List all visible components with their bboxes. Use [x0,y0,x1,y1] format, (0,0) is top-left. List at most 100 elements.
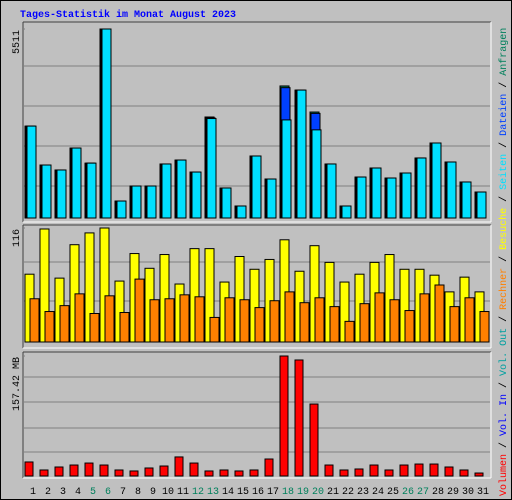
bar [114,469,124,477]
legend: Volumen / Vol. In / Vol. Out / Rechner /… [498,28,510,496]
bar [164,298,175,343]
bar [149,299,160,343]
bar [419,293,430,343]
bar [459,469,469,477]
bar [84,462,94,477]
x-tick-label: 25 [387,487,399,498]
x-tick-label: 11 [177,487,189,498]
x-tick-label: 31 [477,487,489,498]
x-tick-label: 26 [402,487,414,498]
x-tick-label: 19 [297,487,309,498]
bar [29,298,40,343]
x-tick-label: 17 [267,487,279,498]
x-tick-label: 28 [432,487,444,498]
legend-separator: / [498,136,510,154]
bar [104,295,115,343]
bar [234,470,244,477]
bar [71,147,82,219]
legend-entry: Vol. In [498,394,510,436]
bar [386,177,397,219]
bar [474,472,484,477]
bar [404,310,415,343]
x-tick-label: 1 [30,487,36,498]
bar [219,469,229,477]
bar [314,297,325,343]
bar [39,469,49,477]
bar [389,299,400,343]
bar [99,464,109,477]
y-tick-label: 116 [12,229,23,247]
bar [176,159,187,219]
legend-separator: / [498,310,510,328]
bar [384,469,394,477]
legend-separator: / [498,76,510,94]
bar [279,355,289,477]
bar [101,28,112,219]
bar [371,167,382,219]
x-tick-label: 8 [135,487,141,498]
bar [129,470,139,477]
bar [294,359,304,477]
x-tick-label: 30 [462,487,474,498]
bar [284,291,295,343]
legend-separator: / [498,190,510,208]
bar [41,164,52,219]
bar [329,306,340,343]
bar [399,464,409,477]
bar [356,176,367,219]
x-tick-label: 14 [222,487,234,498]
legend-separator: / [498,250,510,268]
bar [339,469,349,477]
x-tick-label: 4 [75,487,81,498]
x-tick-label: 27 [417,487,429,498]
bar [299,302,310,343]
bar [174,456,184,477]
x-tick-label: 7 [120,487,126,498]
bar [224,297,235,343]
y-tick-label: 157.42 MB [12,357,23,411]
bar [221,187,232,219]
x-tick-label: 16 [252,487,264,498]
bar [161,163,172,219]
legend-entry: Volumen [498,454,510,496]
x-tick-label: 29 [447,487,459,498]
bar [344,320,355,343]
bar [341,205,352,219]
x-tick-label: 12 [192,487,204,498]
bar [414,463,424,477]
bar [144,467,154,477]
bar [251,155,262,219]
bar [416,157,427,219]
bar [204,470,214,477]
x-tick-label: 10 [162,487,174,498]
bar [309,403,319,477]
bar [254,307,265,343]
bar [431,142,442,219]
legend-entry: Seiten [498,154,510,190]
bar [116,200,127,219]
legend-entry: Rechner [498,268,510,310]
panel [23,352,491,478]
x-tick-label: 20 [312,487,324,498]
bar [54,466,64,477]
bar [179,294,190,343]
x-tick-label: 23 [357,487,369,498]
x-tick-label: 9 [150,487,156,498]
legend-entry: Vol. Out [498,328,510,376]
x-tick-label: 24 [372,487,384,498]
x-tick-label: 18 [282,487,294,498]
bar [479,311,490,343]
legend-entry: Besuche [498,208,510,250]
bar [429,463,439,477]
bar [476,191,487,219]
bar [24,461,34,477]
bar [264,458,274,477]
bar [146,185,157,219]
bar [239,299,250,343]
bar [86,162,97,219]
bar [281,119,292,219]
x-tick-label: 22 [342,487,354,498]
x-tick-label: 15 [237,487,249,498]
bar [326,163,337,219]
